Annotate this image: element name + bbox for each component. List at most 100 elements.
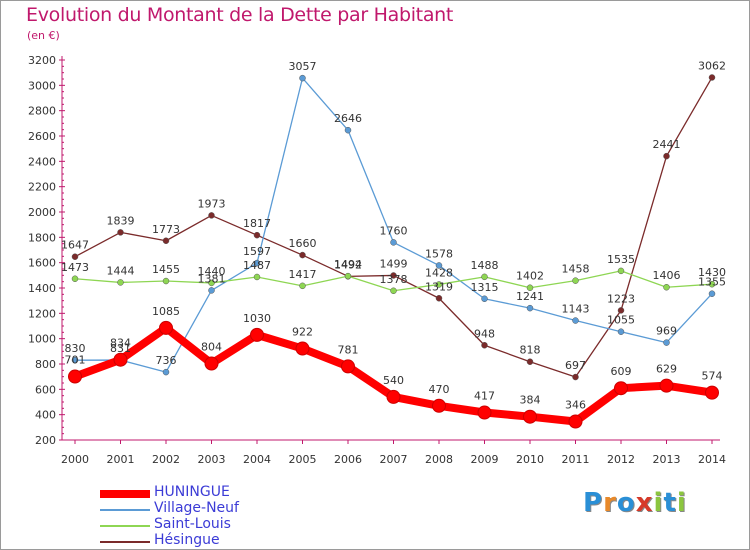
data-label: 3057 [289,60,317,73]
data-label: 1428 [425,266,453,279]
data-point [253,259,261,267]
data-point [117,229,124,236]
y-tick-label: 1200 [28,307,56,320]
y-tick-label: 1600 [28,257,56,270]
data-label: 1319 [425,280,453,293]
x-tick-label: 2011 [562,453,590,466]
data-point [71,356,79,364]
y-tick-label: 600 [35,383,56,396]
data-point [481,342,488,349]
data-point [344,126,352,134]
x-tick-label: 2006 [334,453,362,466]
data-point [159,320,173,335]
data-point [523,409,537,424]
x-tick-label: 2005 [289,453,317,466]
data-label: 1406 [653,269,681,282]
x-tick-label: 2007 [380,453,408,466]
data-point [663,152,670,160]
x-tick-label: 2013 [653,453,681,466]
data-point [299,251,306,259]
data-label: 1143 [562,303,590,316]
data-label: 1378 [380,273,408,286]
data-label: 1355 [698,276,726,289]
legend-label-saint-louis: Saint-Louis [154,516,231,532]
data-label: 922 [292,326,313,339]
data-point [481,273,488,281]
data-label: 1578 [425,247,453,260]
data-label: 1417 [289,268,317,281]
data-point [390,287,397,295]
data-point [162,277,170,285]
data-point [663,339,670,346]
data-point [705,385,719,400]
data-point [208,212,215,219]
data-label: 1030 [243,312,271,325]
data-point [208,279,215,287]
y-tick-label: 200 [35,434,56,447]
data-label: 609 [611,365,632,378]
x-tick-label: 2002 [152,453,180,466]
data-point [386,389,401,404]
data-label: 3062 [698,59,726,72]
data-point [162,237,170,245]
data-label: 1597 [243,245,271,258]
x-tick-label: 2008 [425,453,453,466]
data-label: 1085 [152,305,180,318]
data-point [614,381,628,396]
data-label: 834 [110,337,131,350]
data-point [299,74,306,82]
data-label: 1458 [562,263,590,276]
y-tick-label: 2200 [28,181,56,194]
data-point [708,280,716,288]
data-label: 384 [520,394,541,407]
data-point [250,327,264,342]
data-point [68,369,82,384]
data-label: 1430 [698,266,726,279]
data-point [708,290,716,297]
data-point [341,359,355,374]
data-label: 781 [338,343,359,356]
data-label: 804 [201,340,222,353]
data-label: 1444 [107,264,135,277]
data-label: 1241 [516,290,544,303]
data-label: 1499 [380,257,408,270]
data-point [617,307,625,314]
data-point [572,277,579,284]
data-point [344,272,352,280]
data-point [663,283,670,291]
x-tick-label: 2001 [107,453,135,466]
data-point [708,74,716,81]
legend-label-village-neuf: Village-Neuf [154,500,239,516]
data-point [390,239,397,246]
y-tick-label: 3000 [28,79,56,92]
data-label: 1760 [380,224,408,237]
data-point [526,358,534,365]
data-point [253,231,261,239]
x-tick-label: 2012 [607,453,635,466]
data-label: 736 [156,354,177,367]
y-tick-label: 2400 [28,155,56,168]
chart-subtitle: (en €) [27,29,60,42]
data-point [117,279,124,286]
data-point [204,356,219,371]
data-label: 1055 [607,314,635,327]
data-label: 1487 [243,259,271,272]
data-label: 470 [429,383,450,396]
legend-item-saint-louis: Saint-Louis [100,516,300,534]
data-label: 1402 [516,270,544,283]
legend-item-hesingue: Hésingue [100,532,300,550]
y-tick-label: 1400 [28,282,56,295]
data-label: 346 [565,399,586,412]
legend-swatch-huningue [100,490,150,498]
data-label: 1973 [198,197,226,210]
data-label: 701 [65,354,86,367]
data-label: 1223 [607,292,635,305]
legend-swatch-saint-louis [100,525,150,527]
data-point [432,398,446,413]
data-label: 1381 [198,272,226,285]
data-point [71,253,79,260]
y-tick-label: 400 [35,409,56,422]
data-point [526,304,534,312]
y-tick-label: 2000 [28,206,56,219]
